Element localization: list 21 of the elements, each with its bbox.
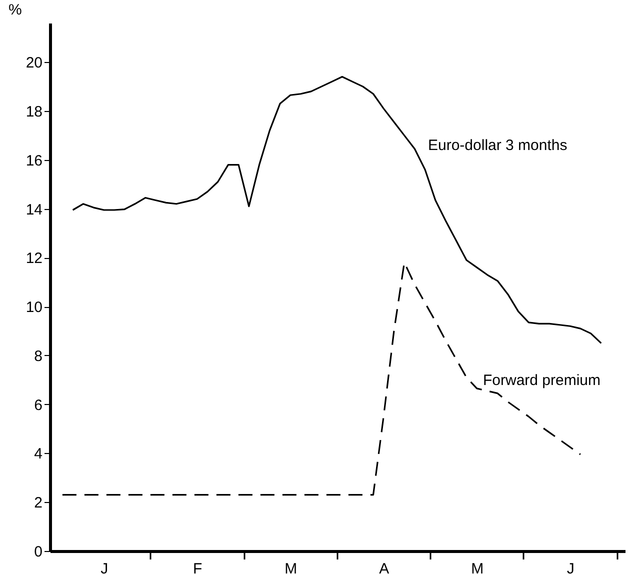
y-tick-label: 8	[34, 348, 42, 365]
x-tick-label: M	[471, 560, 484, 575]
y-tick-label: 6	[34, 396, 42, 414]
x-tick-label: J	[100, 560, 108, 575]
series-label: Forward premium	[483, 372, 601, 389]
y-tick-label: 20	[26, 54, 42, 72]
y-tick-label: 12	[26, 250, 42, 268]
x-tick-label: M	[284, 560, 298, 575]
x-tick-label: F	[193, 560, 202, 575]
y-tick-label: 16	[26, 152, 42, 170]
x-tick-label: A	[379, 560, 390, 575]
series-label: Euro-dollar 3 months	[428, 137, 568, 154]
x-tick-label: J	[566, 560, 574, 575]
y-tick-label: 14	[26, 201, 42, 218]
y-tick-label: 0	[34, 544, 42, 560]
y-axis-title: %	[8, 2, 22, 18]
y-tick-label: 2	[34, 494, 42, 512]
line-series	[72, 76, 602, 344]
y-tick-label: 10	[26, 299, 42, 316]
y-tick-label: 18	[26, 104, 42, 120]
y-tick-label: 4	[34, 446, 42, 463]
